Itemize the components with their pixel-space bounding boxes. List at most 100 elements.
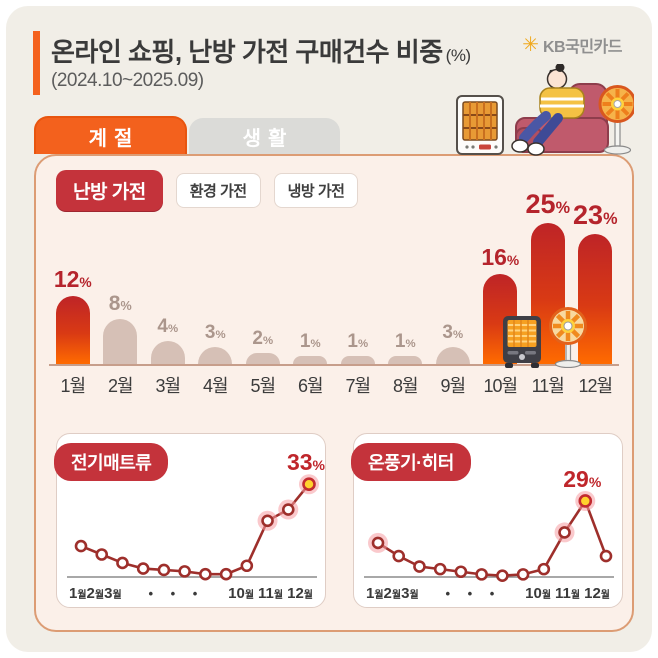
month-label: 3월 [155, 376, 181, 396]
bar-column: 4% [144, 316, 192, 364]
bar [578, 234, 613, 364]
data-point [281, 503, 295, 516]
bar-value-label: 3% [204, 322, 226, 343]
fan-heater-card: 온풍기·히터 29% 1월2월3월 • • • 10월 11월 12월 [351, 433, 623, 608]
bar-value-label: 12% [53, 266, 92, 292]
bar-value-label: 25% [525, 189, 570, 219]
bar-column: 3% [429, 322, 477, 364]
data-point [371, 536, 385, 550]
bar-value-label: 1% [394, 331, 416, 352]
month-label: 10월 [483, 376, 518, 396]
month-label: 1월 [60, 376, 86, 396]
page-title-text: 온라인 쇼핑, 난방 가전 구매건수 비중 [51, 37, 443, 67]
bar-value-label: 1% [347, 331, 369, 352]
seasonal-appliance-panel: 난방 가전 환경 가전 냉방 가전 12% 8% 4% 3% 2% 1% 1% 1% 3% 16%… [34, 154, 634, 632]
electric-mat-x-axis: 1월2월3월 • • • 10월 11월 12월 [69, 580, 313, 606]
month-label: 6월 [297, 376, 324, 396]
person [546, 68, 568, 90]
data-point [157, 563, 171, 577]
bar [55, 296, 90, 364]
x-ticks-ellipsis: • • • [445, 585, 502, 601]
bar-value-label: 16% [481, 244, 520, 270]
electric-mat-badge: 전기매트류 [54, 443, 169, 481]
x-ticks-early: 1월2월3월 [69, 584, 122, 602]
data-point [413, 560, 426, 573]
month-label: 9월 [440, 376, 466, 396]
month-label: 5월 [250, 376, 276, 396]
fan-heater-badge: 온풍기·히터 [351, 443, 471, 481]
data-point [558, 526, 571, 539]
data-point [261, 514, 274, 528]
month-label: 12월 [578, 376, 613, 396]
electric-mat-card: 전기매트류 33% 1월2월3월 • • • 10월 11월 12월 [54, 433, 326, 608]
bar-column: 8% [97, 292, 145, 364]
data-point [95, 548, 109, 561]
filter-heating-appliances[interactable]: 난방 가전 [56, 170, 163, 211]
fan-heater-x-axis: 1월2월3월 • • • 10월 11월 12월 [366, 580, 610, 606]
data-point [516, 568, 530, 581]
data-point [178, 565, 191, 578]
bar-value-label: 1% [299, 331, 321, 352]
cozy-room-illustration [456, 64, 634, 156]
bar [293, 356, 328, 364]
kb-star-icon: ✳ [522, 34, 539, 56]
bar-value-label: 3% [442, 322, 464, 343]
data-point [578, 494, 593, 508]
bar-value-label: 23% [573, 200, 618, 230]
bar-column: 12% [49, 266, 97, 364]
x-ticks-late: 10월 11월 12월 [525, 584, 610, 602]
bar-column: 23% [572, 200, 620, 364]
page-title-unit: (%) [445, 46, 471, 65]
fan-heater-line-chart: 29% [364, 466, 614, 582]
tab-lifestyle[interactable]: 생활 [189, 118, 340, 154]
category-filter-row: 난방 가전 환경 가전 냉방 가전 [56, 170, 359, 211]
x-ticks-early: 1월2월3월 [366, 584, 419, 602]
peak-value-label: 29% [563, 466, 602, 492]
bar-column: 3% [192, 322, 240, 364]
bar-value-label: 2% [252, 328, 274, 349]
month-label: 11월 [531, 376, 565, 396]
trend-line [80, 483, 311, 576]
month-label: 4월 [202, 376, 229, 396]
title-accent-bar [33, 31, 40, 95]
data-point [537, 562, 551, 576]
kb-logo-text: KB국민카드 [543, 39, 623, 56]
bar [198, 347, 233, 364]
fan-heater-illustration [598, 85, 634, 155]
data-point [302, 477, 316, 492]
data-point [475, 568, 488, 581]
peak-value-label: 33% [287, 449, 326, 475]
data-point [392, 549, 406, 563]
data-point [219, 567, 233, 581]
electric-mat-line-chart: 33% [67, 449, 326, 581]
x-ticks-late: 10월 11월 12월 [228, 584, 313, 602]
filter-environment-appliances[interactable]: 환경 가전 [175, 173, 261, 208]
month-label: 8월 [392, 376, 419, 396]
filter-cooling-appliances[interactable]: 냉방 가전 [273, 173, 359, 208]
page-subtitle: (2024.10~2025.09) [51, 70, 204, 91]
x-ticks-ellipsis: • • • [148, 585, 205, 601]
page-title: 온라인 쇼핑, 난방 가전 구매건수 비중 (%) [51, 32, 471, 69]
data-point [433, 562, 447, 576]
bar-column: 1% [287, 331, 335, 364]
data-point [454, 565, 468, 579]
fan-heater-icon [549, 307, 587, 368]
bar-column: 1% [382, 331, 430, 364]
bar [245, 353, 280, 364]
data-point [136, 562, 150, 575]
bar [150, 341, 185, 364]
infographic-canvas: 온라인 쇼핑, 난방 가전 구매건수 비중 (%) (2024.10~2025.0… [6, 6, 652, 652]
bar-column: 1% [334, 331, 382, 364]
bar-value-label: 8% [108, 292, 132, 315]
data-point [599, 549, 613, 563]
month-label: 2월 [107, 376, 134, 396]
bar [103, 319, 138, 364]
data-point [74, 539, 88, 553]
bar [435, 347, 470, 364]
data-point [116, 556, 129, 570]
kb-kookmin-card-logo: ✳ KB국민카드 [522, 33, 622, 57]
bar [388, 356, 423, 364]
month-label: 7월 [345, 376, 371, 396]
tab-seasonal[interactable]: 계절 [34, 116, 187, 154]
bar-column: 2% [239, 328, 287, 364]
